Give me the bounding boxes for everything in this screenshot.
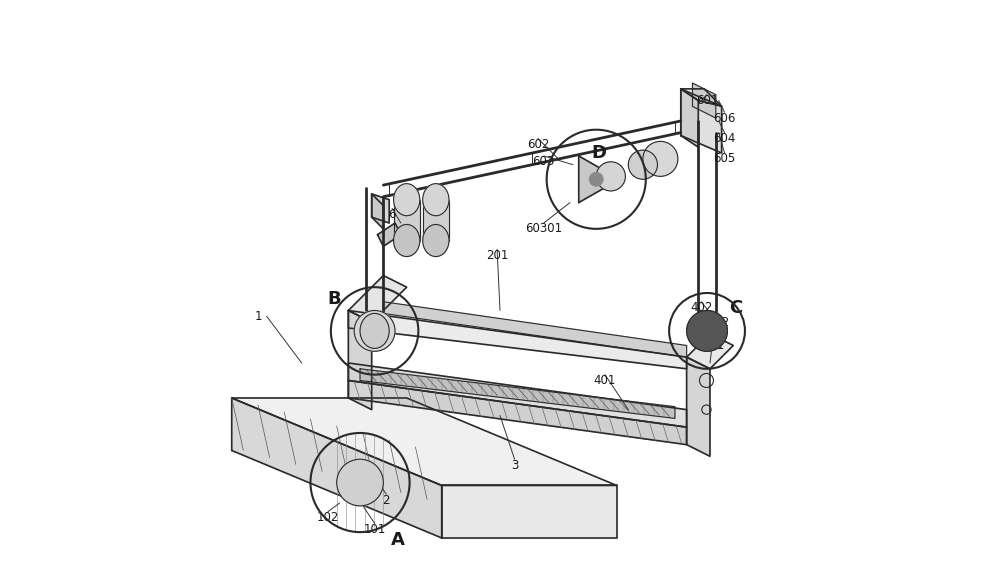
Polygon shape	[372, 194, 389, 223]
Text: 603: 603	[533, 155, 555, 168]
Circle shape	[354, 311, 395, 352]
Polygon shape	[692, 83, 716, 118]
Polygon shape	[687, 357, 710, 456]
Text: 401: 401	[594, 374, 616, 387]
Polygon shape	[423, 200, 449, 240]
Polygon shape	[579, 156, 620, 203]
Text: 3: 3	[511, 459, 518, 472]
Text: 502: 502	[708, 316, 730, 329]
Polygon shape	[681, 89, 698, 147]
Polygon shape	[442, 485, 617, 538]
Ellipse shape	[360, 314, 389, 349]
Text: 501: 501	[702, 339, 724, 352]
Text: 605: 605	[713, 152, 736, 165]
Circle shape	[687, 311, 727, 352]
Polygon shape	[394, 200, 420, 240]
Circle shape	[596, 162, 625, 191]
Ellipse shape	[423, 183, 449, 216]
Ellipse shape	[423, 224, 449, 257]
Text: 601: 601	[696, 94, 718, 107]
Polygon shape	[348, 311, 372, 410]
Text: 101: 101	[363, 523, 386, 536]
Text: 102: 102	[317, 511, 339, 524]
Circle shape	[337, 459, 383, 506]
Polygon shape	[687, 334, 733, 369]
Text: 60301: 60301	[525, 222, 562, 236]
Text: 2: 2	[383, 493, 390, 506]
Text: 1: 1	[254, 310, 262, 323]
Ellipse shape	[394, 224, 420, 257]
Circle shape	[589, 172, 603, 186]
Text: 6: 6	[388, 208, 396, 221]
Polygon shape	[372, 194, 383, 229]
Polygon shape	[378, 223, 401, 246]
Text: 201: 201	[486, 248, 508, 261]
Polygon shape	[681, 89, 722, 107]
Text: 402: 402	[690, 301, 712, 314]
Polygon shape	[232, 398, 442, 538]
Text: 604: 604	[713, 132, 736, 145]
Text: 606: 606	[713, 111, 736, 125]
Circle shape	[628, 150, 657, 179]
Text: A: A	[391, 531, 405, 548]
Polygon shape	[681, 89, 722, 153]
Text: C: C	[730, 299, 743, 316]
Polygon shape	[360, 369, 675, 418]
Polygon shape	[232, 398, 617, 485]
Text: B: B	[327, 290, 341, 308]
Polygon shape	[348, 380, 687, 445]
Text: 602: 602	[527, 138, 549, 151]
Polygon shape	[348, 275, 407, 322]
Ellipse shape	[394, 183, 420, 216]
Text: D: D	[592, 144, 607, 162]
Polygon shape	[383, 302, 687, 357]
Polygon shape	[348, 363, 687, 427]
Circle shape	[643, 141, 678, 176]
Polygon shape	[348, 311, 687, 369]
